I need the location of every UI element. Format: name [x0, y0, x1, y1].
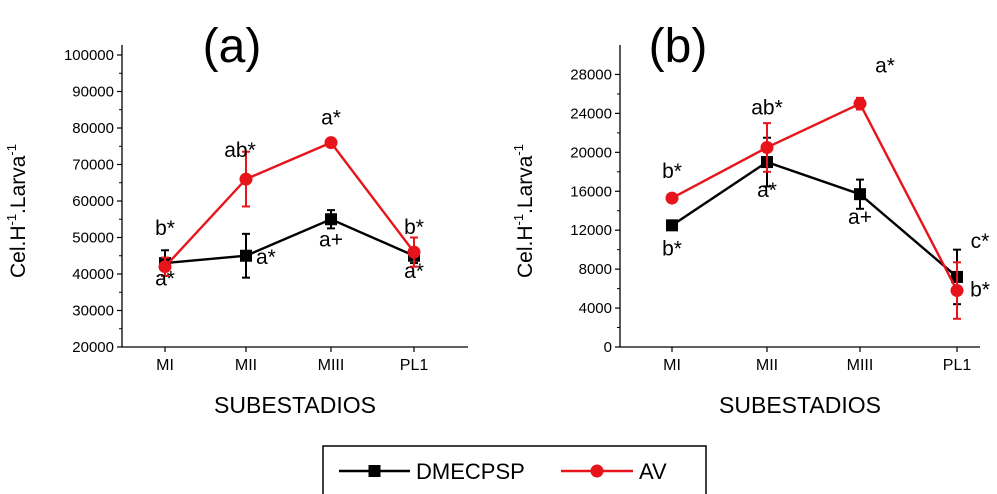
y-tick-label: 8000	[579, 261, 612, 278]
y-tick-label: 4000	[579, 300, 612, 317]
data-label: a+	[319, 228, 343, 251]
series-av	[158, 136, 421, 277]
y-tick-label: 80000	[72, 120, 114, 137]
y-axis-label-part: .Larva	[514, 155, 537, 214]
panel-label: (a)	[203, 20, 262, 73]
data-point	[853, 97, 867, 111]
data-point	[325, 213, 337, 226]
legend-label: AV	[639, 459, 667, 484]
series-dmecpsp	[159, 209, 420, 279]
y-tick-label: 24000	[570, 105, 612, 122]
y-axis-label: Cel.H-1.Larva-1	[4, 144, 30, 278]
data-label: a*	[875, 55, 895, 78]
y-axis-label-part: Cel.H	[514, 225, 537, 278]
y-axis-label-part: .Larva	[7, 155, 30, 214]
data-label: ab*	[751, 96, 783, 119]
y-tick-label: 30000	[72, 303, 114, 320]
x-tick-label: MIII	[318, 357, 345, 374]
y-axis-label-part: -1	[4, 214, 19, 226]
data-point	[407, 245, 421, 259]
y-axis-label-part: -1	[4, 144, 19, 156]
data-label: a+	[848, 206, 872, 229]
y-tick-label: 90000	[72, 84, 114, 101]
data-point	[854, 188, 866, 201]
data-label: b*	[155, 217, 175, 240]
y-tick-label: 60000	[72, 193, 114, 210]
data-point	[666, 219, 678, 232]
data-point	[239, 172, 253, 186]
data-label: a*	[321, 107, 341, 130]
data-label: a*	[404, 260, 424, 283]
data-label: b*	[662, 160, 682, 183]
legend: DMECPSP AV	[322, 445, 707, 494]
panel-a: (a) 20000 30000 40000 50000 60000 70000 80000 90…	[4, 20, 468, 418]
y-tick-label: 40000	[72, 266, 114, 283]
y-tick-label: 20000	[72, 339, 114, 356]
panel-label: (b)	[649, 20, 708, 73]
y-tick-label: 50000	[72, 230, 114, 247]
series-line	[671, 160, 958, 278]
data-label: ab*	[224, 139, 256, 162]
data-label: c*	[971, 230, 990, 253]
x-tick-label: MIII	[847, 357, 874, 374]
data-label: b*	[662, 237, 682, 260]
y-axis-label-part: -1	[511, 144, 526, 156]
data-point	[240, 249, 252, 262]
series-line	[671, 102, 959, 292]
data-label: b*	[404, 216, 424, 239]
y-tick-label: 16000	[570, 183, 612, 200]
x-tick-label: MI	[156, 357, 174, 374]
data-label: b*	[970, 279, 990, 302]
legend-marker	[368, 465, 381, 477]
legend-marker	[590, 464, 604, 478]
y-tick-label: 70000	[72, 157, 114, 174]
y-axis-label-part: -1	[511, 214, 526, 226]
data-label: a*	[155, 268, 175, 291]
y-tick-label: 0	[604, 339, 612, 356]
y-tick-label: 12000	[570, 222, 612, 239]
data-point	[158, 260, 172, 274]
series-av	[665, 96, 964, 320]
data-point	[665, 191, 679, 205]
y-axis-label: Cel.H-1.Larva-1	[511, 144, 537, 278]
x-tick-label: PL1	[943, 357, 972, 374]
series-line	[164, 217, 415, 265]
x-axis-label: SUBESTADIOS	[214, 392, 376, 418]
series-dmecpsp	[666, 136, 963, 306]
data-point	[950, 284, 964, 298]
y-tick-label: 20000	[570, 144, 612, 161]
x-tick-label: MI	[663, 357, 681, 374]
x-tick-label: MII	[756, 357, 778, 374]
data-point	[760, 140, 774, 154]
y-tick-label: 28000	[570, 66, 612, 83]
x-tick-label: MII	[235, 357, 257, 374]
y-tick-label: 100000	[64, 47, 114, 64]
series-line	[164, 141, 415, 268]
y-axis-label-part: Cel.H	[7, 225, 30, 278]
x-tick-label: PL1	[400, 357, 429, 374]
data-label: a*	[256, 246, 276, 269]
data-label: a*	[757, 179, 777, 202]
panel-b: (b) 0 4000 8000 12000 16000 20000 24000 28000 MI M…	[511, 20, 990, 418]
x-axis-label: SUBESTADIOS	[719, 392, 881, 418]
legend-label: DMECPSP	[416, 459, 525, 484]
data-point	[324, 136, 338, 150]
